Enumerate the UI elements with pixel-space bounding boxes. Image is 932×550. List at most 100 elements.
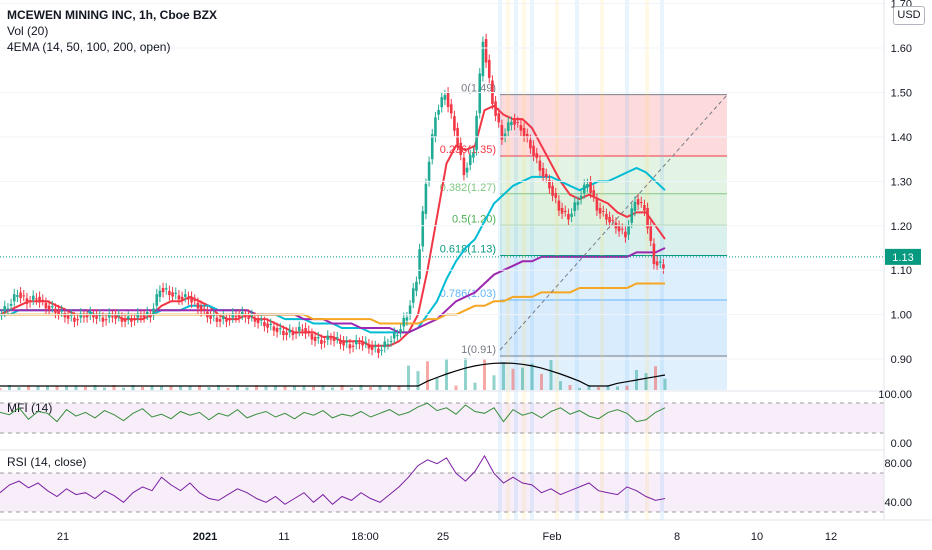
candle-body: [500, 125, 504, 140]
rsi-band: [0, 473, 884, 512]
candle-body: [237, 314, 241, 318]
candle-body: [149, 314, 152, 318]
last-price-tag: [885, 248, 921, 265]
candle-body: [529, 139, 532, 149]
volume-bar: [141, 386, 144, 390]
volume-bar: [93, 385, 97, 390]
candle-body: [620, 228, 624, 230]
volume-bar: [530, 363, 534, 390]
candle-body: [240, 311, 244, 315]
volume-bar: [236, 385, 239, 390]
volume-bar: [492, 375, 496, 390]
highlight-band: [522, 0, 526, 520]
candle-body: [85, 314, 89, 318]
mfi-line: [0, 402, 666, 423]
fib-level-label: 0.5(1.20): [452, 213, 496, 225]
rsi-label: RSI (14, close): [7, 455, 86, 469]
candle-body: [522, 127, 526, 137]
candle-body: [247, 314, 250, 319]
candle-body: [386, 343, 390, 345]
symbol-title: MCEWEN MINING INC, 1h, Cboe BZX: [7, 8, 217, 22]
candle-body: [104, 319, 108, 321]
volume-bar: [74, 385, 78, 390]
volume-ma-line: [0, 362, 666, 387]
candle-body: [259, 319, 263, 321]
volume-bar: [131, 385, 135, 390]
volume-bar: [521, 367, 524, 390]
volume-bar: [84, 386, 87, 390]
candle-body: [582, 184, 586, 194]
candle-body: [427, 161, 431, 182]
candle-body: [421, 211, 425, 247]
volume-legend: Vol (20): [7, 24, 49, 38]
candle-body: [275, 327, 279, 333]
currency-button[interactable]: USD: [893, 6, 925, 25]
candle-body: [503, 133, 507, 137]
candle-body: [326, 335, 330, 340]
volume-bar: [435, 378, 439, 390]
trend-line[interactable]: [499, 94, 728, 351]
volume-bar: [169, 385, 173, 390]
candle-body: [411, 288, 415, 303]
candle-body: [639, 202, 643, 204]
candle-body: [592, 190, 596, 197]
candle-body: [98, 314, 102, 317]
candle-body: [225, 319, 228, 322]
last-price-text: 1.13: [892, 252, 913, 264]
candle-body: [47, 305, 51, 310]
volume-bar: [397, 385, 401, 390]
candle-body: [304, 327, 307, 334]
time-tick: 25: [437, 531, 449, 543]
candle-body: [6, 308, 10, 310]
candle-body: [19, 292, 22, 299]
volume-bar: [17, 387, 21, 390]
volume-bar: [283, 385, 287, 390]
candle-body: [12, 294, 16, 302]
fib-zone: [500, 299, 727, 356]
candle-body: [269, 323, 273, 326]
volume-bar: [65, 386, 68, 390]
candle-body: [630, 208, 634, 223]
candle-body: [28, 301, 32, 303]
candle-body: [282, 330, 285, 336]
price-tick: 1.70: [891, 0, 912, 11]
candle-body: [579, 195, 583, 200]
candle-body: [468, 154, 472, 166]
candle-body: [586, 183, 589, 188]
volume-bar: [226, 387, 230, 390]
candle-body: [209, 314, 212, 319]
candle-body: [130, 319, 133, 322]
candle-body: [348, 344, 352, 349]
volume-bar: [616, 386, 619, 390]
time-tick: 2021: [193, 531, 217, 543]
candle-body: [351, 345, 355, 347]
fib-zone: [500, 94, 727, 156]
candle-body: [415, 281, 418, 291]
candle-body: [44, 302, 48, 309]
candle-body: [221, 316, 225, 320]
candle-body: [370, 345, 374, 350]
candle-body: [570, 213, 573, 217]
highlight-band: [625, 0, 629, 520]
candle-body: [402, 317, 406, 327]
candle-body: [548, 179, 551, 189]
volume-bar: [340, 385, 344, 390]
candle-body: [443, 95, 447, 100]
candle-body: [288, 329, 292, 333]
volume-bar: [160, 386, 163, 390]
candle-body: [193, 299, 197, 301]
candle-body: [244, 314, 247, 318]
candle-body: [164, 288, 168, 290]
candle-body: [377, 348, 380, 353]
candle-body: [3, 306, 7, 312]
candle-body: [598, 207, 602, 214]
candle-body: [633, 201, 637, 211]
candle-body: [69, 314, 73, 317]
ema-legend: 4EMA (14, 50, 100, 200, open): [7, 40, 171, 54]
candle-body: [605, 213, 608, 220]
time-tick: Feb: [543, 531, 562, 543]
highlight-band: [514, 0, 518, 520]
candle-body: [301, 329, 304, 331]
candle-body: [152, 308, 155, 315]
